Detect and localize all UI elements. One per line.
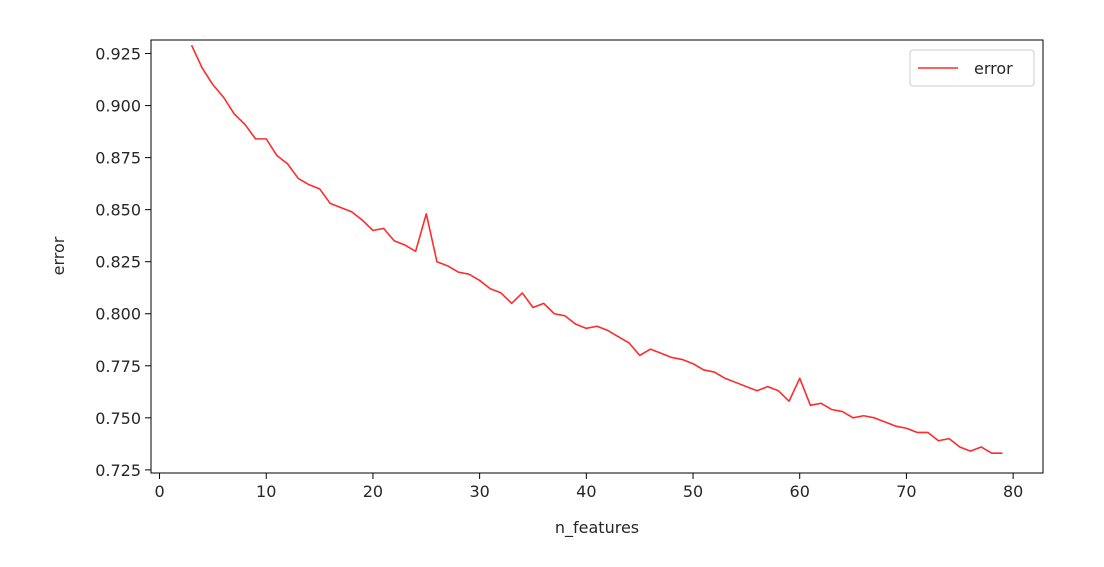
x-axis-ticks: 0 10 20 30 40 50 60 70 80 [154,473,1023,501]
y-tick-label: 0.850 [95,201,141,220]
y-tick-label: 0.775 [95,357,141,376]
y-tick-label: 0.825 [95,253,141,272]
x-axis-label: n_features [555,518,639,538]
y-tick-label: 0.925 [95,45,141,64]
legend-box [909,49,1035,87]
series-layer [190,44,1003,455]
x-tick-label: 80 [1003,482,1023,501]
x-tick-label: 60 [790,482,810,501]
y-tick-label: 0.750 [95,409,141,428]
legend-label: error [974,59,1013,78]
y-axis-label: error [49,236,68,275]
x-tick-label: 0 [154,482,164,501]
plot-frame [150,39,1044,474]
x-tick-label: 70 [896,482,916,501]
x-tick-label: 20 [363,482,383,501]
x-tick-label: 30 [469,482,489,501]
y-tick-label: 0.725 [95,461,141,480]
y-tick-label: 0.875 [95,149,141,168]
x-tick-label: 50 [683,482,703,501]
series-line-error [190,44,1003,455]
x-tick-label: 10 [256,482,276,501]
y-tick-label: 0.800 [95,305,141,324]
plot-area [150,39,1044,474]
legend: error [909,49,1035,87]
x-tick-label: 40 [576,482,596,501]
y-tick-label: 0.900 [95,97,141,116]
y-axis-ticks: 0.725 0.750 0.775 0.800 0.825 0.850 0.875 0.900… [95,45,151,480]
